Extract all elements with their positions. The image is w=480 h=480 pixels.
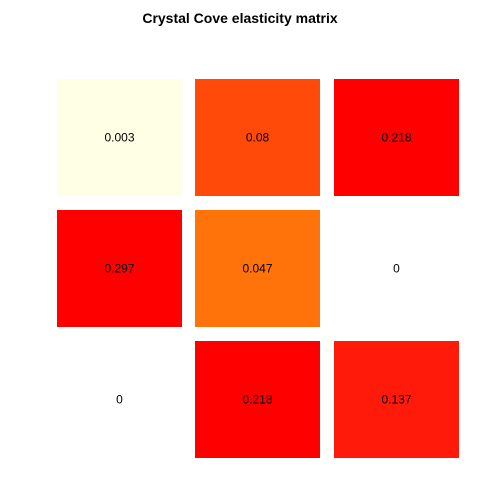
cell-value-label-r3-c1: 0 bbox=[116, 393, 123, 407]
chart-title: Crystal Cove elasticity matrix bbox=[142, 10, 338, 26]
heatmap-cell-r3-c1 bbox=[57, 341, 182, 458]
heatmap-cell-r2-c2 bbox=[195, 210, 320, 327]
heatmap-cell-r1-c2 bbox=[195, 79, 320, 196]
cell-value-label-r1-c1: 0.003 bbox=[104, 131, 134, 145]
heatmap-cell-r2-c1 bbox=[57, 210, 182, 327]
heatmap-cell-r2-c3 bbox=[334, 210, 459, 327]
cell-value-label-r2-c2: 0.047 bbox=[242, 262, 272, 276]
cell-value-label-r3-c2: 0.218 bbox=[242, 393, 272, 407]
heatmap-cell-r1-c3 bbox=[334, 79, 459, 196]
cell-value-label-r3-c3: 0.137 bbox=[381, 393, 411, 407]
cell-value-label-r1-c2: 0.08 bbox=[246, 131, 270, 145]
heatmap-cell-r3-c3 bbox=[334, 341, 459, 458]
cell-value-label-r2-c1: 0.297 bbox=[104, 262, 134, 276]
cell-value-label-r1-c3: 0.218 bbox=[381, 131, 411, 145]
cell-value-label-r2-c3: 0 bbox=[393, 262, 400, 276]
heatmap-cell-r1-c1 bbox=[57, 79, 182, 196]
heatmap-cell-r3-c2 bbox=[195, 341, 320, 458]
